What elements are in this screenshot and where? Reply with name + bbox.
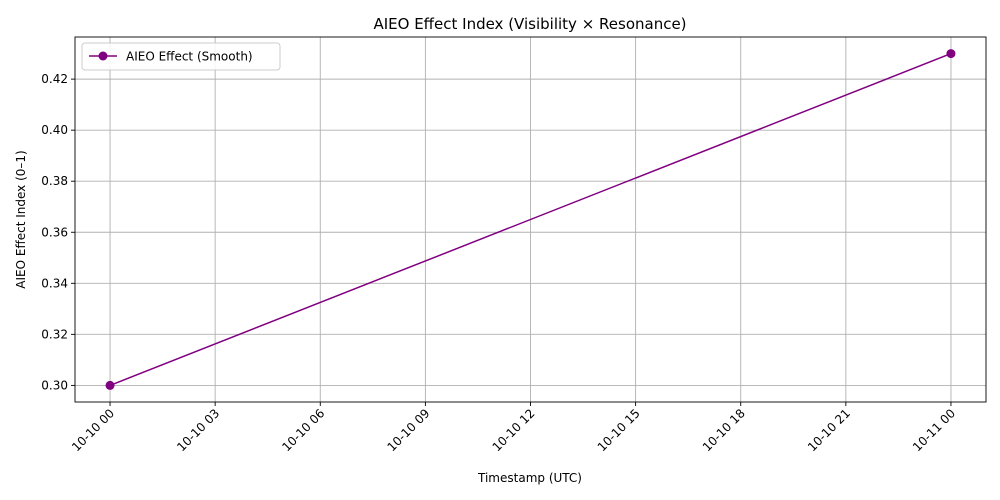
y-tick-label: 0.36: [41, 225, 68, 239]
legend: AIEO Effect (Smooth): [81, 42, 281, 71]
tick-layer: 10-10 00 10-10 03 10-10 06 10-10 09 10-10 12…: [41, 72, 958, 454]
legend-entry-label: AIEO Effect (Smooth): [126, 50, 253, 64]
y-tick-label: 0.32: [41, 327, 68, 341]
series-line: [109, 52, 952, 387]
y-tick-label: 0.34: [41, 276, 68, 290]
x-tick-label: 10-10 21: [805, 406, 853, 454]
y-tick-label: 0.30: [41, 378, 68, 392]
legend-marker: [98, 51, 108, 61]
x-tick-label: 10-10 12: [490, 406, 538, 454]
data-point: [105, 380, 115, 390]
y-tick-label: 0.40: [41, 123, 68, 137]
x-tick-label: 10-10 09: [384, 406, 432, 454]
x-tick-label: 10-11 00: [910, 406, 958, 454]
legend-box: [81, 42, 281, 71]
grid-layer: [75, 37, 986, 402]
y-tick-label: 0.42: [41, 72, 68, 86]
x-tick-label: 10-10 15: [595, 406, 643, 454]
x-tick-label: 10-10 03: [174, 406, 222, 454]
x-tick-label: 10-10 18: [700, 406, 748, 454]
series-layer: [105, 49, 956, 390]
data-point: [946, 49, 956, 59]
x-axis-label: Timestamp (UTC): [477, 471, 582, 485]
x-tick-label: 10-10 00: [69, 406, 117, 454]
y-axis-label: AIEO Effect Index (0–1): [14, 150, 28, 288]
y-tick-label: 0.38: [41, 174, 68, 188]
x-tick-label: 10-10 06: [279, 406, 327, 454]
chart-title: AIEO Effect Index (Visibility × Resonanc…: [373, 15, 686, 33]
